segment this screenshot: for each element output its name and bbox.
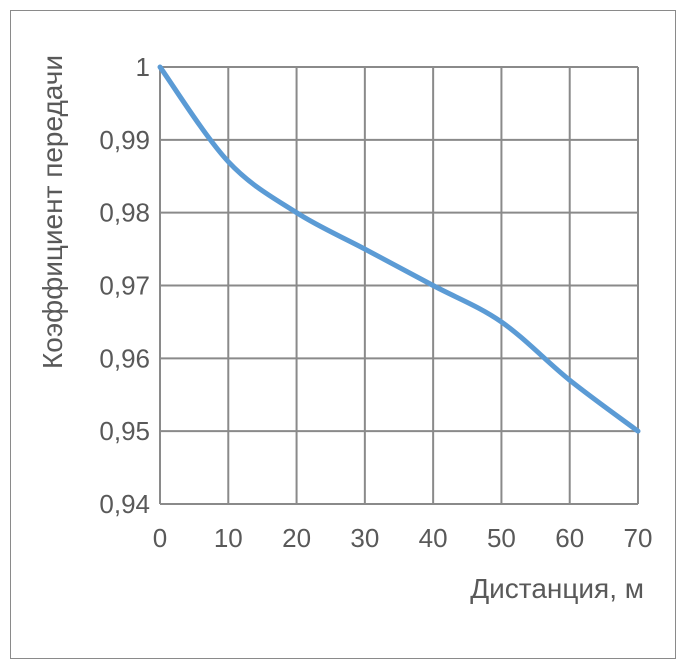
- x-tick-label: 60: [555, 523, 584, 553]
- grid: [159, 66, 639, 505]
- x-tick-label: 50: [487, 523, 516, 553]
- x-tick-label: 70: [624, 523, 653, 553]
- y-tick-label: 1: [136, 52, 150, 82]
- tick-labels: 0 10 20 30 40 50 60 70 0,94 0,95 0,96 0,97 0,98 0,99 1: [99, 52, 652, 553]
- x-tick-label: 0: [153, 523, 167, 553]
- y-axis-label: Коэффициент передачи: [37, 55, 68, 369]
- x-tick-label: 40: [419, 523, 448, 553]
- x-axis-label: Дистанция, м: [470, 573, 644, 604]
- x-tick-label: 20: [282, 523, 311, 553]
- y-tick-label: 0,99: [99, 125, 150, 155]
- series-line-0: [157, 64, 641, 434]
- y-tick-label: 0,95: [99, 416, 150, 446]
- x-tick-label: 10: [214, 523, 243, 553]
- y-tick-label: 0,94: [99, 489, 150, 519]
- y-tick-label: 0,98: [99, 198, 150, 228]
- series-group: [157, 64, 641, 434]
- y-tick-label: 0,97: [99, 271, 150, 301]
- y-tick-label: 0,96: [99, 343, 150, 373]
- x-tick-label: 30: [350, 523, 379, 553]
- chart-frame: [10, 10, 676, 659]
